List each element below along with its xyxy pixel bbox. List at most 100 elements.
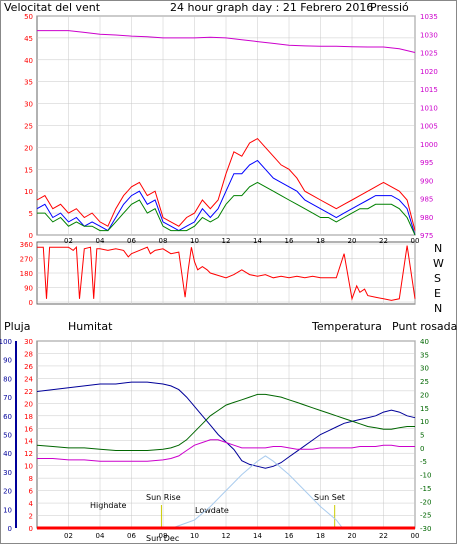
rain-tick-label: 16 [24, 425, 33, 433]
temperature-tick-label: 20 [420, 391, 429, 399]
dir-letter-e: E [434, 287, 441, 300]
x-tick-label-bottom: 04 [96, 532, 105, 540]
rain-tick-label: 28 [24, 350, 33, 358]
wind-tick-label: 15 [24, 166, 33, 174]
x-tick-label-bottom: 02 [64, 532, 73, 540]
pressure-tick-label: 995 [420, 159, 433, 167]
humidity-tick-label: 10 [3, 506, 12, 514]
series-dewpoint [37, 439, 415, 462]
pressure-label: Pressió [370, 1, 409, 14]
dir-letter-w: W [433, 257, 444, 270]
temperature-tick-label: -20 [420, 498, 431, 506]
x-tick-label-bottom: 08 [159, 532, 168, 540]
rain-tick-label: 6 [29, 488, 34, 496]
series-gust [36, 159, 416, 236]
rain-tick-label: 26 [24, 363, 33, 371]
x-tick-label-top: 02 [64, 237, 73, 245]
temperature-tick-label: 0 [420, 445, 424, 453]
humidity-tick-label: 80 [3, 375, 12, 383]
x-tick-label-bottom: 00 [411, 532, 420, 540]
temperature-tick-label: -25 [420, 512, 431, 520]
series-direction [37, 245, 416, 301]
series-temperature [36, 393, 415, 451]
humidity-label: Humitat [68, 320, 113, 333]
rain-tick-label: 14 [24, 438, 33, 446]
x-tick-label-top: 10 [190, 237, 199, 245]
dir-letter-s: S [434, 272, 441, 285]
rain-tick-label: 18 [24, 413, 33, 421]
lowdate-annotation: Lowdate [195, 506, 229, 515]
temperature-tick-label: 25 [420, 378, 429, 386]
temperature-tick-label: 35 [420, 351, 429, 359]
dir-letter-n-bottom: N [434, 302, 442, 315]
wind-tick-label: 30 [24, 101, 33, 109]
humidity-tick-label: 40 [3, 450, 12, 458]
rain-tick-label: 0 [29, 525, 33, 533]
humidity-tick-label: 60 [3, 413, 12, 421]
x-tick-label-top: 06 [127, 237, 136, 245]
sunset-annotation: Sun Set [314, 493, 345, 502]
chart-marks: 0510152025303540455097598098599099510001… [0, 13, 438, 540]
direction-tick-label: 0 [29, 299, 33, 307]
x-tick-label-top: 12 [222, 237, 231, 245]
sun-dec-annotation: Sun Dec [146, 534, 179, 543]
rain-tick-label: 30 [24, 338, 33, 346]
rain-label: Pluja [4, 320, 30, 333]
temperature-tick-label: 5 [420, 432, 424, 440]
humidity-tick-label: 20 [3, 488, 12, 496]
wind-tick-label: 45 [24, 35, 33, 43]
temperature-tick-label: 30 [420, 365, 429, 373]
pressure-tick-label: 1005 [420, 123, 438, 131]
pressure-tick-label: 1035 [420, 13, 438, 21]
x-tick-label-top: 04 [96, 237, 105, 245]
dewpoint-label: Punt rosada [392, 320, 457, 333]
temperature-tick-label: -30 [420, 525, 431, 533]
x-tick-label-top: 20 [348, 237, 357, 245]
series-solar [172, 455, 343, 529]
rain-tick-label: 4 [29, 500, 34, 508]
series-pressure [37, 30, 416, 53]
x-tick-label-bottom: 22 [379, 532, 388, 540]
pressure-tick-label: 980 [420, 214, 433, 222]
x-tick-label-top: 16 [285, 237, 294, 245]
humidity-tick-label: 70 [3, 394, 12, 402]
pressure-tick-label: 1015 [420, 86, 438, 94]
temperature-tick-label: 10 [420, 418, 429, 426]
pressure-tick-label: 1030 [420, 31, 438, 39]
x-tick-label-top: 22 [379, 237, 388, 245]
pressure-tick-label: 990 [420, 177, 433, 185]
graph-title: 24 hour graph day : 21 Febrero 2016 [170, 1, 373, 14]
pressure-tick-label: 1025 [420, 50, 438, 58]
rain-tick-label: 12 [24, 450, 33, 458]
wind-tick-label: 40 [24, 57, 33, 65]
temperature-tick-label: -10 [420, 472, 431, 480]
x-tick-label-bottom: 20 [348, 532, 357, 540]
rain-tick-label: 20 [24, 400, 33, 408]
direction-tick-label: 180 [20, 270, 33, 278]
rain-tick-label: 24 [24, 375, 33, 383]
direction-tick-label: 360 [20, 241, 33, 249]
x-tick-label-bottom: 06 [127, 532, 136, 540]
wind-tick-label: 20 [24, 144, 33, 152]
wind-tick-label: 10 [24, 188, 33, 196]
temperature-tick-label: 40 [420, 338, 429, 346]
rain-tick-label: 8 [29, 475, 33, 483]
x-tick-label-bottom: 12 [222, 532, 231, 540]
dir-letter-n-top: N [434, 242, 442, 255]
pressure-tick-label: 1020 [420, 68, 438, 76]
x-tick-label-bottom: 18 [316, 532, 325, 540]
x-tick-label-bottom: 14 [253, 532, 262, 540]
humidity-tick-label: 30 [3, 469, 12, 477]
sunrise-annotation: Sun Rise [146, 493, 181, 502]
humidity-tick-label: 0 [8, 525, 12, 533]
direction-tick-label: 90 [24, 285, 33, 293]
series-wind [36, 137, 416, 231]
pressure-tick-label: 985 [420, 196, 433, 204]
x-tick-label-top: 14 [253, 237, 262, 245]
wind-tick-label: 25 [24, 123, 33, 131]
wind-speed-label: Velocitat del vent [4, 1, 101, 14]
series-avg [37, 181, 416, 236]
temperature-label: Temperatura [311, 320, 382, 333]
